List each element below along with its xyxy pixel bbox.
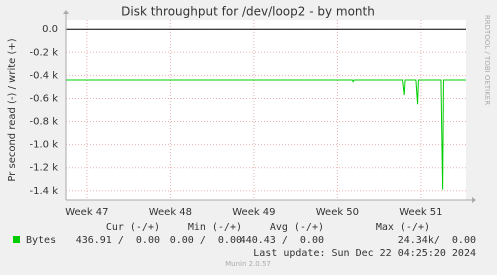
stat-header: Cur (-/+) <box>106 222 160 233</box>
x-tick-label: Week 50 <box>316 207 359 218</box>
axis-arrow <box>472 197 476 203</box>
y-tick-label: -1.0 k <box>30 140 59 151</box>
x-tick-label: Week 51 <box>399 207 442 218</box>
y-tick-label: -1.2 k <box>30 163 59 174</box>
legend-swatch <box>13 236 20 243</box>
stat-value: 0.00 / 0.00 <box>170 235 242 246</box>
x-tick-label: Week 49 <box>232 207 275 218</box>
y-tick-label: -0.6 k <box>30 93 59 104</box>
stat-header: Min (-/+) <box>188 222 242 233</box>
chart-title: Disk throughput for /dev/loop2 - by mont… <box>121 5 375 19</box>
stat-value: 440.43 / 0.00 <box>240 235 324 246</box>
y-tick-label: -0.2 k <box>30 47 59 58</box>
plot-area <box>66 20 466 200</box>
y-tick-label: -1.4 k <box>30 186 59 197</box>
y-tick-label: -0.4 k <box>30 70 59 81</box>
axis-arrow <box>63 10 69 14</box>
watermark: RRDTOOL / TOBI OETIKER <box>483 15 491 105</box>
x-tick-label: Week 47 <box>65 207 108 218</box>
footer: Munin 2.0.57 <box>225 260 271 268</box>
stat-value: 436.91 / 0.00 <box>76 235 160 246</box>
legend-label: Bytes <box>26 235 56 246</box>
last-update: Last update: Sun Dec 22 04:25:20 2024 <box>253 248 476 259</box>
y-axis-label: Pr second read (-) / write (+) <box>7 38 18 181</box>
x-tick-label: Week 48 <box>149 207 192 218</box>
y-tick-label: 0.0 <box>42 24 58 35</box>
y-tick-label: -0.8 k <box>30 117 59 128</box>
stat-header: Avg (-/+) <box>270 222 324 233</box>
stat-header: Max (-/+) <box>376 222 430 233</box>
series-line <box>66 79 466 190</box>
stat-value: 24.34k/ 0.00 <box>398 235 476 246</box>
